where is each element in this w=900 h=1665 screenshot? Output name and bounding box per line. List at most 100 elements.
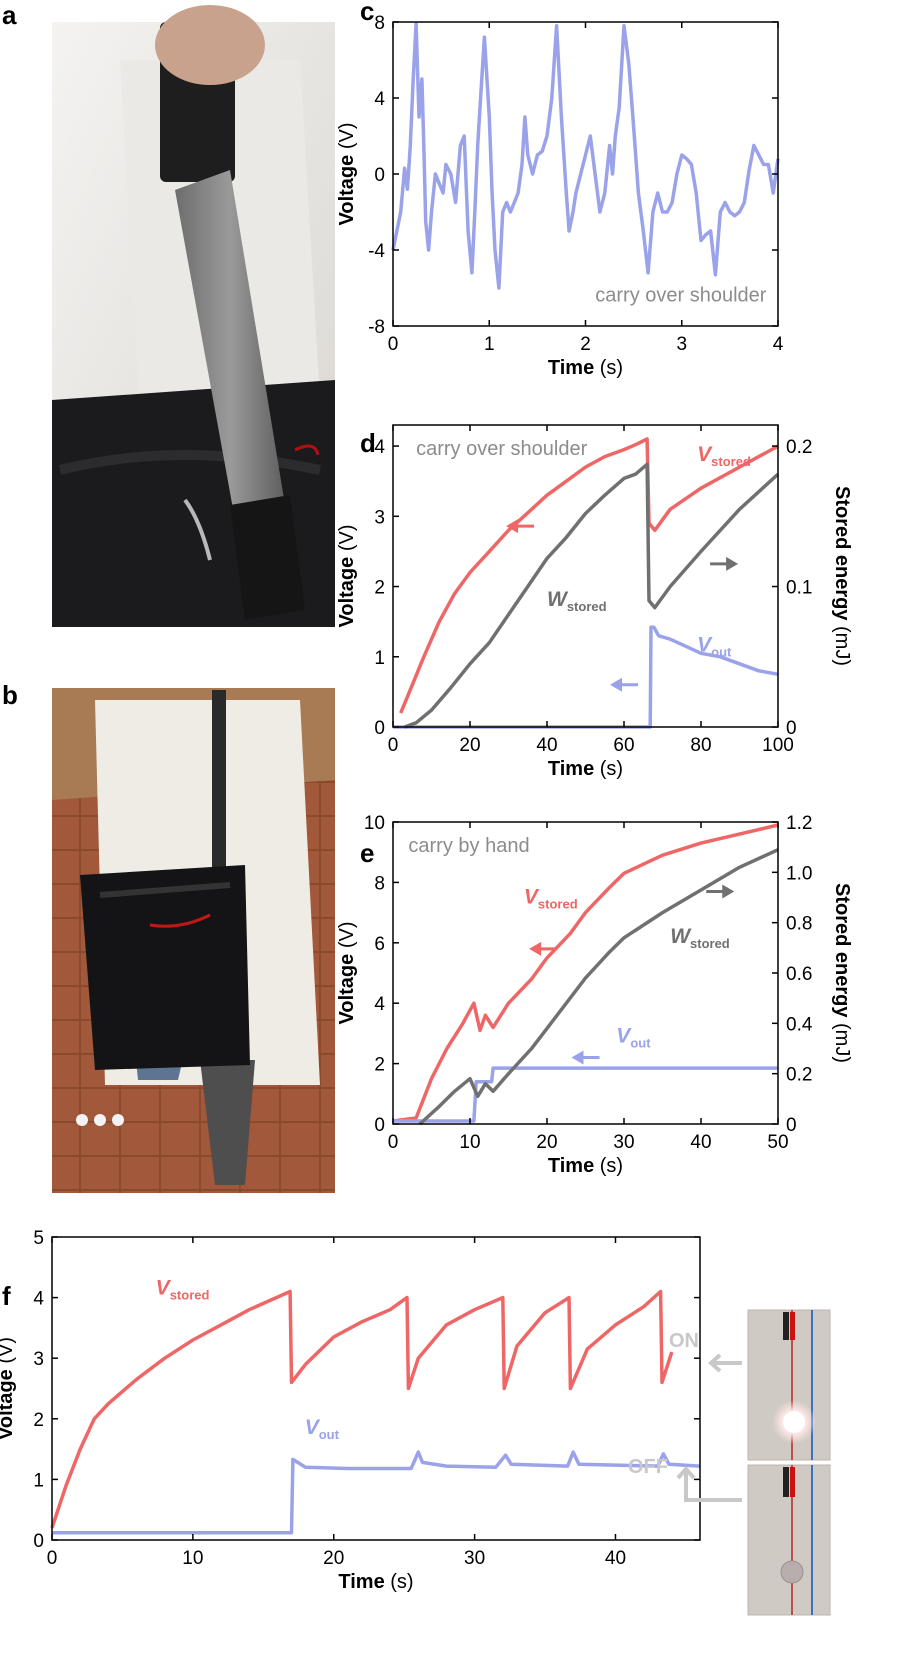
y-tick-label: -8 [368, 317, 385, 338]
series-label-stored: Vstored [156, 1277, 210, 1303]
y-axis-title: Voltage (V) [336, 922, 358, 1025]
x-tick-label: 4 [773, 334, 784, 355]
y2-tick-label: 0.2 [786, 1065, 812, 1086]
y-tick-label: 1 [33, 1470, 44, 1491]
y-tick-label: 4 [374, 994, 385, 1015]
plot-frame [392, 424, 779, 728]
y-axis-title: Voltage (V) [336, 525, 358, 628]
panel-letter-b: b [2, 680, 18, 710]
x-tick-label: 20 [459, 735, 480, 756]
x-tick-label: 10 [459, 1132, 480, 1153]
y-tick-label: 8 [374, 13, 385, 34]
chart-annotation: carry over shoulder [416, 438, 588, 460]
y-tick-label: 2 [374, 578, 385, 599]
y-tick-label: 4 [374, 89, 385, 110]
series-line-V_out [393, 625, 779, 729]
photo-b-person-with-bag [52, 688, 335, 1193]
y-tick-label: 6 [374, 934, 385, 955]
y-axis-title: Voltage (V) [0, 1337, 17, 1440]
x-tick-label: 0 [388, 334, 399, 355]
axis-arrowhead-energy [722, 884, 735, 899]
y-tick-label: 8 [374, 873, 385, 894]
series-line-V_out [393, 1066, 778, 1123]
x-axis-title: Time (s) [548, 758, 623, 780]
y-tick-label: 0 [374, 718, 385, 739]
y2-axis-title: Stored energy (mJ) [831, 486, 853, 666]
series-line-W_stored [418, 848, 779, 1126]
chart-annotation: carry over shoulder [595, 285, 767, 307]
plot-frame [51, 1236, 701, 1541]
y-tick-label: 4 [374, 437, 385, 458]
y-tick-label: 1 [374, 648, 385, 669]
series-label-out: Vout [697, 634, 732, 660]
series-label-out: Vout [305, 1416, 340, 1442]
series-line-W_stored [403, 462, 780, 729]
series-label-energy: Wstored [670, 925, 730, 951]
chart-e-charging-hand: 0 10 20 30 40 50024681000.20.40.60.81.01.2Sto… [336, 813, 853, 1177]
photo-a-shoulder-strap [52, 5, 335, 627]
panel-letter-e: e [360, 838, 374, 868]
y-tick-label: 4 [33, 1289, 44, 1310]
panel-letter-f: f [2, 1281, 11, 1311]
x-tick-label: 40 [536, 735, 557, 756]
x-axis-title: Time (s) [548, 1155, 623, 1177]
x-tick-label: 2 [580, 334, 591, 355]
panel-letter-d: d [360, 428, 376, 458]
y2-tick-label: 0.6 [786, 964, 812, 985]
panel-letter-c: c [360, 0, 374, 26]
y-tick-label: 2 [374, 1055, 385, 1076]
axis-arrowhead-stored [506, 519, 519, 534]
y2-tick-label: 0 [786, 718, 797, 739]
y-tick-label: -4 [368, 241, 385, 262]
series-line-voltage [391, 22, 780, 290]
x-tick-label: 30 [613, 1132, 634, 1153]
series-label-energy: Wstored [547, 588, 607, 614]
y-tick-label: 0 [374, 165, 385, 186]
axis-arrowhead-stored [529, 941, 542, 956]
y2-tick-label: 0.8 [786, 914, 812, 935]
series-label-stored: Vstored [524, 886, 578, 912]
plot-frame [392, 821, 779, 1125]
chart-c-voltage-shoulder: 0 1 2 3 4 -8 -4 0 4 8 Time (s) Voltage (V) carry ove… [336, 13, 784, 379]
y-tick-label: 0 [374, 1115, 385, 1136]
y-tick-label: 5 [33, 1228, 44, 1249]
y-tick-label: 0 [33, 1531, 44, 1552]
x-tick-label: 60 [613, 735, 634, 756]
series-label-out: Vout [616, 1024, 651, 1050]
series-label-stored: Vstored [697, 443, 751, 469]
y2-tick-label: 1.2 [786, 813, 812, 834]
x-tick-label: 40 [690, 1132, 711, 1153]
x-tick-label: 0 [47, 1548, 58, 1569]
panel-letter-a: a [2, 0, 17, 30]
y-tick-label: 3 [374, 507, 385, 528]
series-line-V_stored [399, 437, 779, 714]
chart-f-led-cycles: 0 10 20 30 40 0 1 2 3 4 5 Time (s) Voltage (V) Vstore… [0, 1228, 701, 1593]
y2-tick-label: 0.1 [786, 578, 812, 599]
y2-tick-label: 0.2 [786, 437, 812, 458]
x-axis-title: Time (s) [548, 357, 623, 379]
x-tick-label: 1 [484, 334, 495, 355]
x-tick-label: 20 [323, 1548, 344, 1569]
x-tick-label: 80 [690, 735, 711, 756]
x-tick-label: 3 [676, 334, 687, 355]
y-tick-label: 10 [364, 813, 385, 834]
led-on-arrow [707, 1353, 742, 1373]
led-off-label: OFF [628, 1456, 668, 1478]
y2-tick-label: 0 [786, 1115, 797, 1136]
series-line-V_stored [50, 1289, 674, 1529]
y-tick-label: 3 [33, 1349, 44, 1370]
y-axis-title: Voltage (V) [336, 123, 358, 226]
x-tick-label: 0 [388, 1132, 399, 1153]
y2-tick-label: 0.4 [786, 1014, 813, 1035]
y2-axis-title: Stored energy (mJ) [831, 883, 853, 1063]
x-axis-title: Time (s) [338, 1571, 413, 1593]
x-tick-label: 20 [536, 1132, 557, 1153]
chart-annotation: carry by hand [408, 835, 529, 857]
photo-f-led-on [747, 1309, 831, 1461]
y-tick-label: 2 [33, 1410, 44, 1431]
series-line-V_stored [392, 823, 779, 1123]
led-on-label: ON [669, 1330, 699, 1352]
axis-arrowhead-energy [726, 556, 739, 571]
